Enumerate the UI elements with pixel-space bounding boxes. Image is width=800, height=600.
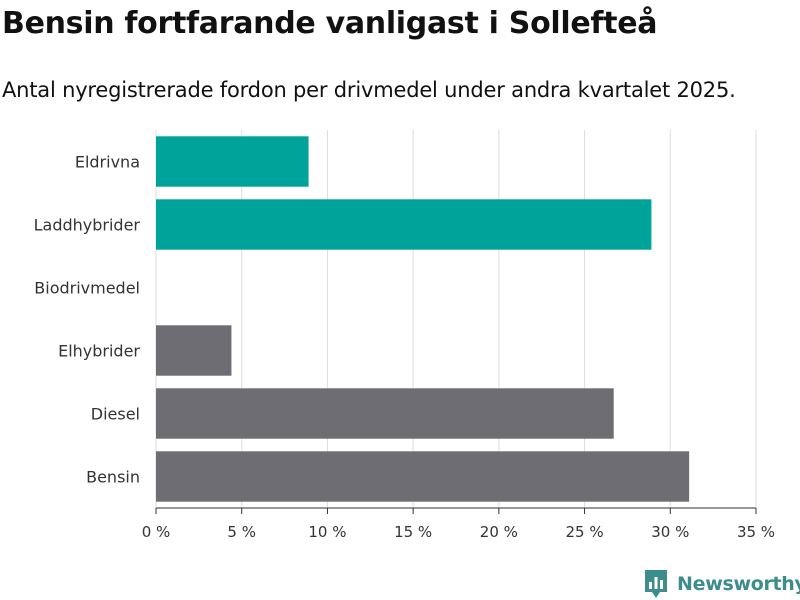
bar-elhybrider[interactable] [156,325,232,376]
category-label: Biodrivmedel [34,279,140,298]
category-label-layer: Eldrivna Laddhybrider Biodrivmedel Elhybrid… [34,153,141,487]
brand-logo[interactable]: Newsworthy [643,568,800,600]
bar-laddhybrider[interactable] [156,199,652,250]
x-tick-label: 25 % [566,523,604,541]
x-tick-label: 20 % [480,523,518,541]
x-tick-label: 15 % [394,523,432,541]
grid-layer [155,130,757,514]
bar-eldrivna[interactable] [156,136,309,187]
category-label: Laddhybrider [34,216,141,235]
category-label: Bensin [86,468,140,487]
bar-bensin[interactable] [156,451,690,502]
chart-title: Bensin fortfarande vanligast i Sollefteå [2,6,658,41]
x-tick-label: 30 % [651,523,689,541]
chart-subtitle: Antal nyregistrerade fordon per drivmede… [2,78,736,102]
brand-name: Newsworthy [677,573,800,595]
category-label: Elhybrider [58,342,140,361]
bar-layer [156,136,690,502]
category-label: Diesel [91,405,140,424]
tick-label-layer: 0 % 5 % 10 % 15 % 20 % 25 % 30 % 35 % [142,523,775,541]
x-tick-label: 0 % [142,523,171,541]
x-tick-label: 35 % [737,523,775,541]
category-label: Eldrivna [75,153,140,172]
bar-diesel[interactable] [156,388,614,439]
x-tick-label: 10 % [308,523,346,541]
newsworthy-logo-icon [645,570,667,598]
x-tick-label: 5 % [227,523,256,541]
